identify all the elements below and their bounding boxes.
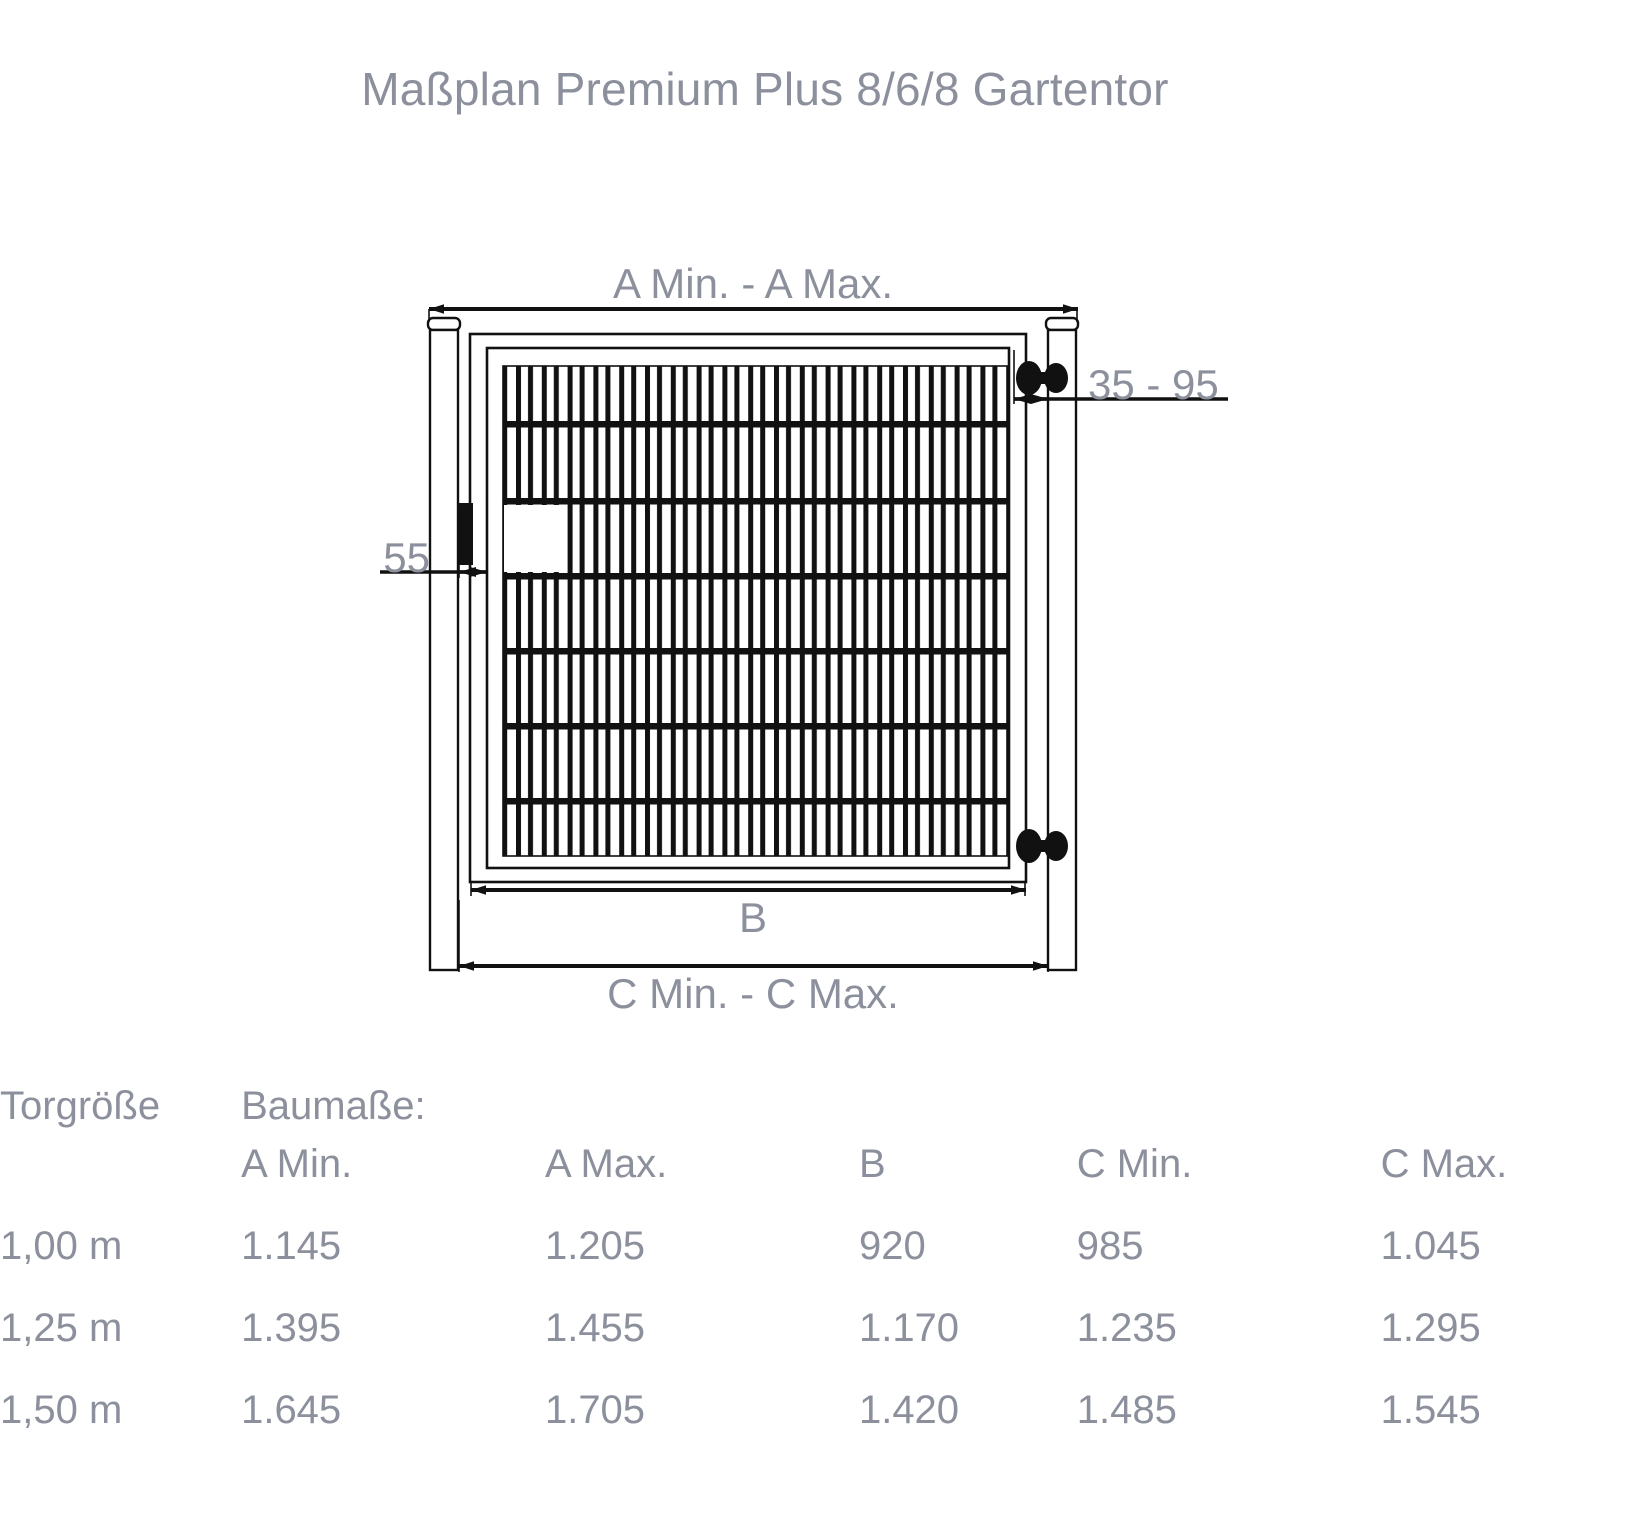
cell-b: 1.420 [858,1388,960,1432]
gate-technical-drawing: A Min. - A Max. 35 - 95 55 B C Min. - C … [380,260,1228,1017]
dimension-b [470,882,1026,896]
dimensions-table: Torgröße Baumaße: A Min. A Max. B C Min.… [0,1060,1644,1470]
dimension-label-55: 55 [383,534,430,581]
page-title: Maßplan Premium Plus 8/6/8 Gartentor [361,63,1169,115]
cell-size: 1,25 m [0,1306,123,1350]
header-torgroesse: Torgröße [0,1084,161,1128]
cell-size: 1,50 m [0,1388,123,1432]
cell-a-max: 1.705 [544,1388,646,1432]
cell-a-max: 1.205 [544,1224,646,1268]
cell-b: 920 [858,1224,926,1268]
header-c-min: C Min. [1076,1142,1193,1186]
cell-a-min: 1.645 [241,1388,342,1432]
header-spacer-3 [1077,1060,1381,1142]
header-spacer-1 [545,1060,859,1142]
cell-a-min: 1.395 [241,1306,342,1350]
cell-a-min: 1.145 [241,1224,342,1268]
hinge-top [1016,361,1068,395]
cell-size: 1,00 m [0,1224,123,1268]
header-spacer-4 [1381,1060,1644,1142]
table-row: 1,00 m 1.145 1.205 920 985 1.045 [0,1224,1644,1306]
header-size-blank [0,1142,241,1224]
table-header-row-1: Torgröße Baumaße: [0,1060,1644,1142]
header-a-max: A Max. [544,1142,668,1186]
latch-bar [459,503,473,565]
header-c-max: C Max. [1380,1142,1508,1186]
mesh-horizontal-rails [503,421,1008,805]
dimension-label-c: C Min. - C Max. [607,970,899,1017]
dimension-label-b: B [739,894,767,941]
dimension-55 [380,500,488,578]
left-post [426,316,462,972]
cell-c-min: 1.235 [1076,1306,1177,1350]
table-row: 1,50 m 1.645 1.705 1.420 1.485 1.545 [0,1388,1644,1470]
dimension-c [458,900,1049,972]
cell-c-max: 1.045 [1380,1224,1481,1268]
header-baumasse: Baumaße: [241,1084,426,1128]
dimension-label-gap: 35 - 95 [1088,361,1219,408]
cell-a-max: 1.455 [544,1306,646,1350]
cell-c-min: 985 [1076,1224,1144,1268]
table-row: 1,25 m 1.395 1.455 1.170 1.235 1.295 [0,1306,1644,1388]
dimension-gap [1013,340,1228,404]
header-spacer-2 [859,1060,1077,1142]
cell-b: 1.170 [858,1306,960,1350]
table-header-row-2: A Min. A Max. B C Min. C Max. [0,1142,1644,1224]
dimension-a [428,304,1078,322]
cell-c-min: 1.485 [1076,1388,1177,1432]
right-post [1044,316,1080,972]
dimension-label-a: A Min. - A Max. [613,260,893,307]
cell-c-max: 1.545 [1380,1388,1481,1432]
header-b: B [858,1142,886,1186]
header-a-min: A Min. [241,1142,353,1186]
cell-c-max: 1.295 [1380,1306,1481,1350]
handle-cutout [504,505,564,572]
mesh-panel [502,365,1009,857]
hinge-bottom [1016,829,1068,863]
